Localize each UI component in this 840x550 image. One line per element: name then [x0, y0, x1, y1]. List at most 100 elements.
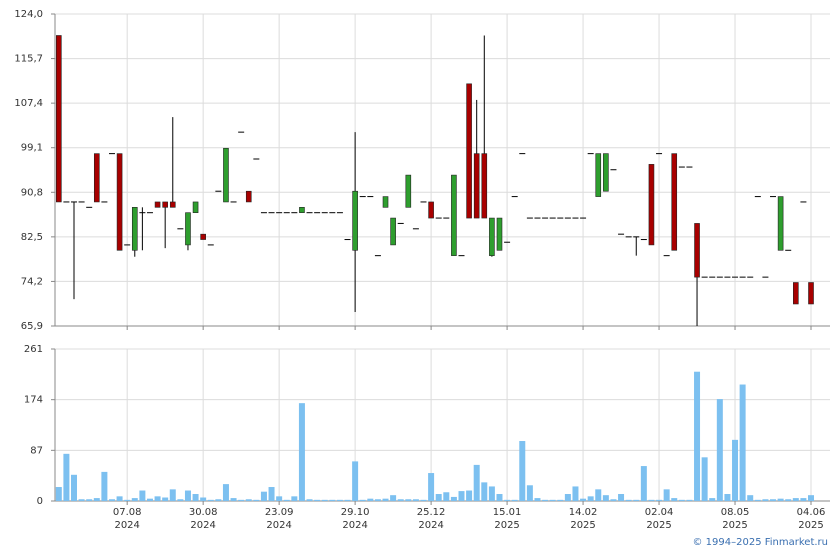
y-tick-label: 82,5 — [21, 232, 43, 243]
volume-bar — [504, 499, 511, 501]
volume-bar — [519, 441, 526, 501]
y-tick-label: 261 — [24, 344, 43, 355]
candle-up — [131, 207, 138, 251]
volume-bar — [549, 499, 556, 501]
volume-bar — [701, 457, 708, 501]
volume-bar — [116, 496, 123, 501]
volume-bar — [443, 492, 450, 501]
volume-bar — [222, 484, 229, 501]
volume-bar — [473, 464, 480, 501]
volume-bar — [777, 498, 784, 501]
volume-bar — [678, 499, 685, 501]
candle-up — [777, 196, 784, 251]
candle-down — [169, 201, 176, 208]
candle-down — [808, 282, 814, 305]
x-tick-year: 2024 — [266, 520, 291, 531]
candle-down — [481, 153, 488, 219]
volume-bar — [314, 499, 321, 501]
volume-bar — [709, 498, 716, 501]
volume-bar — [230, 498, 237, 501]
y-tick-label: 107,4 — [14, 98, 43, 109]
volume-bar — [397, 499, 404, 501]
volume-bar — [154, 496, 161, 501]
copyright: © 1994–2025 Finmarket.ru — [692, 537, 828, 548]
volume-bar — [291, 496, 298, 501]
volume-bar — [511, 499, 518, 501]
volume-bar — [283, 499, 290, 501]
candle-up — [223, 147, 229, 203]
volume-bar — [321, 499, 328, 501]
volume-bar — [564, 494, 571, 501]
volume-bar — [139, 490, 146, 501]
x-tick-year: 2025 — [570, 520, 595, 531]
volume-bar — [610, 499, 617, 501]
volume-bar — [534, 498, 541, 501]
volume-bar — [245, 499, 252, 501]
volume-bar — [352, 461, 359, 501]
candle-down — [245, 190, 252, 203]
volume-bar — [572, 486, 579, 501]
candle-up — [496, 217, 503, 251]
volume-bar — [732, 439, 739, 501]
x-tick-year: 2024 — [418, 520, 443, 531]
volume-bar — [93, 498, 100, 501]
candle-down — [200, 233, 206, 240]
x-tick-year: 2024 — [114, 520, 139, 531]
x-tick-label: 30.08 — [189, 507, 218, 518]
volume-bar — [276, 496, 283, 501]
volume-bar — [184, 490, 191, 501]
candle-down — [428, 201, 434, 219]
volume-bar — [526, 485, 533, 501]
x-tick-label: 25.12 — [417, 507, 446, 518]
volume-bar — [374, 499, 381, 501]
volume-bar — [359, 499, 366, 501]
y-tick-label: 115,7 — [14, 54, 43, 65]
y-tick-label: 0 — [37, 496, 43, 507]
candle-down — [473, 153, 480, 219]
y-tick-label: 74,2 — [21, 276, 43, 287]
candle-up — [603, 153, 609, 192]
candle-down — [55, 35, 62, 203]
volume-bar — [686, 499, 693, 501]
volume-bar — [724, 494, 731, 501]
volume-bar — [716, 399, 723, 501]
candle-down — [648, 164, 655, 246]
candle-up — [352, 190, 358, 251]
volume-bar — [542, 499, 549, 501]
volume-bar — [78, 499, 85, 501]
candle-down — [671, 153, 678, 251]
candle-up — [192, 201, 199, 213]
candle-up — [595, 153, 602, 197]
volume-bar — [169, 489, 176, 501]
x-tick-label: 04.06 — [797, 507, 826, 518]
volume-bar — [336, 499, 343, 501]
volume-bar — [412, 499, 419, 501]
x-tick-year: 2025 — [722, 520, 747, 531]
x-tick-label: 23.09 — [265, 507, 294, 518]
volume-bar — [481, 482, 488, 501]
volume-bar — [671, 498, 678, 501]
volume-bar — [557, 499, 564, 501]
volume-bar — [640, 466, 647, 501]
volume-bar — [602, 495, 609, 501]
volume-bar — [580, 498, 587, 501]
volume-bar — [101, 471, 108, 501]
volume-bar — [382, 498, 389, 501]
volume-bar — [162, 497, 169, 501]
volume-bar — [694, 371, 701, 501]
volume-bar — [253, 499, 260, 501]
y-tick-label: 99,1 — [21, 143, 43, 154]
volume-bar — [86, 499, 93, 501]
volume-bar — [344, 499, 351, 501]
volume-bar — [739, 384, 746, 501]
y-tick-label: 124,0 — [14, 9, 43, 20]
volume-bar — [656, 499, 663, 501]
volume-bar — [200, 497, 207, 501]
volume-bar — [435, 494, 442, 501]
candle-up — [405, 174, 412, 208]
candle-up — [451, 174, 457, 256]
x-tick-label: 07.08 — [113, 507, 142, 518]
volume-bar — [792, 498, 799, 501]
candle-up — [382, 196, 389, 208]
